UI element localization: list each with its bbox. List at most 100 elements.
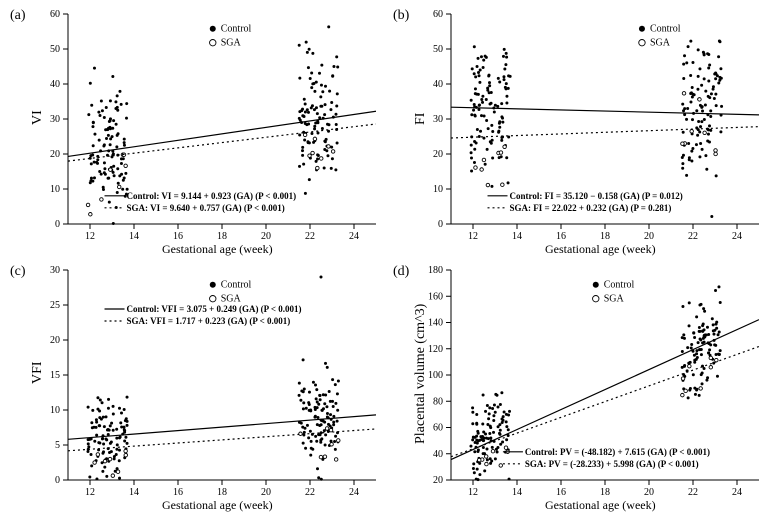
sga-point bbox=[690, 129, 694, 133]
control-point bbox=[473, 114, 476, 117]
control-point bbox=[311, 447, 314, 450]
control-point bbox=[307, 66, 310, 69]
x-tick-label: 12 bbox=[85, 487, 95, 498]
control-point bbox=[715, 104, 718, 107]
control-point bbox=[693, 336, 696, 339]
control-point bbox=[120, 425, 123, 428]
sga-point bbox=[329, 428, 333, 432]
control-point bbox=[681, 167, 684, 170]
sga-point bbox=[501, 183, 505, 187]
control-point bbox=[329, 108, 332, 111]
control-point bbox=[330, 101, 333, 104]
control-point bbox=[698, 393, 701, 396]
control-point bbox=[116, 443, 119, 446]
control-fit-line bbox=[68, 111, 376, 156]
control-point bbox=[101, 469, 104, 472]
control-point bbox=[109, 424, 112, 427]
control-point bbox=[307, 436, 310, 439]
control-point bbox=[505, 156, 508, 159]
control-point bbox=[508, 409, 511, 412]
control-point bbox=[118, 436, 121, 439]
control-point bbox=[301, 149, 304, 152]
control-point bbox=[701, 371, 704, 374]
control-point bbox=[719, 130, 722, 133]
control-point bbox=[329, 413, 332, 416]
control-point bbox=[331, 74, 334, 77]
control-point bbox=[703, 77, 706, 80]
control-point bbox=[109, 99, 112, 102]
y-tick-label: 30 bbox=[50, 114, 60, 125]
control-point bbox=[500, 139, 503, 142]
control-point bbox=[102, 186, 105, 189]
y-tick-label: 40 bbox=[433, 79, 443, 90]
control-point bbox=[683, 54, 686, 57]
control-point bbox=[697, 75, 700, 78]
control-point bbox=[90, 104, 93, 107]
control-point bbox=[473, 45, 476, 48]
control-point bbox=[699, 125, 702, 128]
control-point bbox=[298, 393, 301, 396]
panel-b: (b)FIGestational age (week)1214161820222… bbox=[389, 6, 768, 258]
control-point bbox=[695, 143, 698, 146]
control-point bbox=[490, 142, 493, 145]
control-point bbox=[703, 309, 706, 312]
control-point bbox=[97, 111, 100, 114]
control-point bbox=[685, 174, 688, 177]
control-point bbox=[482, 66, 485, 69]
y-tick-label: 100 bbox=[428, 370, 443, 381]
control-point bbox=[488, 91, 491, 94]
control-point bbox=[309, 453, 312, 456]
y-tick-label: 5 bbox=[55, 440, 60, 451]
control-point bbox=[103, 161, 106, 164]
control-point bbox=[323, 166, 326, 169]
control-point bbox=[501, 417, 504, 420]
control-point bbox=[89, 82, 92, 85]
control-point bbox=[707, 332, 710, 335]
sga-point bbox=[709, 365, 713, 369]
control-point bbox=[681, 305, 684, 308]
control-point bbox=[93, 133, 96, 136]
control-point bbox=[316, 131, 319, 134]
control-point bbox=[494, 410, 497, 413]
control-point bbox=[683, 364, 686, 367]
sga-point bbox=[714, 152, 718, 156]
x-tick-label: 12 bbox=[85, 231, 95, 242]
control-point bbox=[693, 386, 696, 389]
legend-control-marker bbox=[210, 26, 216, 32]
control-point bbox=[310, 439, 313, 442]
control-point bbox=[90, 162, 93, 165]
control-point bbox=[686, 346, 689, 349]
control-point bbox=[484, 432, 487, 435]
control-point bbox=[477, 71, 480, 74]
control-point bbox=[336, 142, 339, 145]
sga-point bbox=[311, 151, 315, 155]
control-point bbox=[715, 326, 718, 329]
control-point bbox=[493, 403, 496, 406]
control-point bbox=[700, 120, 703, 123]
y-tick-label: 20 bbox=[433, 149, 443, 160]
y-tick-label: 15 bbox=[50, 370, 60, 381]
control-point bbox=[90, 464, 93, 467]
control-point bbox=[475, 422, 478, 425]
control-point bbox=[479, 130, 482, 133]
control-point bbox=[695, 349, 698, 352]
control-point bbox=[108, 428, 111, 431]
control-point bbox=[102, 144, 105, 147]
control-point bbox=[116, 94, 119, 97]
sga-point bbox=[684, 389, 688, 393]
legend-sga-marker bbox=[593, 295, 599, 301]
control-point bbox=[330, 167, 333, 170]
control-point bbox=[698, 155, 701, 158]
control-point bbox=[320, 84, 323, 87]
control-point bbox=[115, 123, 118, 126]
control-point bbox=[105, 106, 108, 109]
control-point bbox=[314, 383, 317, 386]
control-point bbox=[86, 450, 89, 453]
x-tick-label: 22 bbox=[305, 487, 315, 498]
control-point bbox=[709, 115, 712, 118]
control-point bbox=[490, 459, 493, 462]
control-point bbox=[485, 98, 488, 101]
sga-point bbox=[703, 131, 707, 135]
control-point bbox=[124, 435, 127, 438]
control-point bbox=[125, 417, 128, 420]
